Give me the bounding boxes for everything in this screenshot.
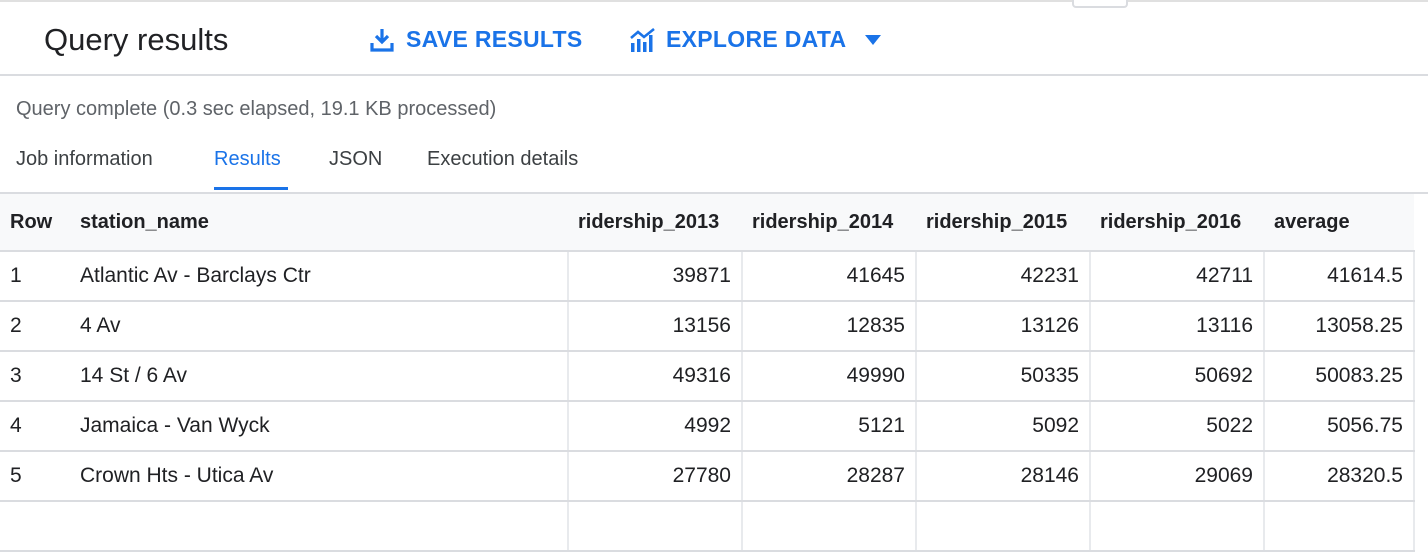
explore-data-button[interactable]: EXPLORE DATA: [630, 26, 882, 53]
tab-job-information[interactable]: Job information: [16, 148, 153, 170]
page-title: Query results: [44, 22, 229, 57]
ridership-cell[interactable]: 27780: [568, 451, 743, 502]
result-tabs: Job information Results JSON Execution d…: [0, 140, 1428, 192]
ridership-cell[interactable]: 13126: [916, 301, 1091, 352]
column-header[interactable]: ridership_2015: [916, 194, 1090, 252]
average-cell[interactable]: 50083.25: [1264, 351, 1415, 402]
average-cell[interactable]: 5056.75: [1264, 401, 1415, 452]
download-icon: [370, 27, 394, 53]
row-number: 1: [0, 251, 70, 302]
column-header[interactable]: station_name: [70, 194, 568, 252]
table-row: 4 Jamaica - Van Wyck 4992 5121 5092 5022…: [0, 401, 1415, 452]
save-results-button[interactable]: SAVE RESULTS: [370, 26, 583, 53]
column-header[interactable]: ridership_2013: [568, 194, 742, 252]
ridership-cell[interactable]: 39871: [568, 251, 743, 302]
column-header[interactable]: ridership_2016: [1090, 194, 1264, 252]
tabs-divider: [0, 192, 1428, 194]
ridership-cell[interactable]: 13156: [568, 301, 743, 352]
table-header-row: Row station_name ridership_2013 ridershi…: [0, 194, 1414, 252]
table-row: 5 Crown Hts - Utica Av 27780 28287 28146…: [0, 451, 1415, 502]
results-header: Query results SAVE RESULTS EXPLORE DATA: [0, 2, 1428, 76]
station-name-cell[interactable]: Atlantic Av - Barclays Ctr: [70, 251, 569, 302]
query-status: Query complete (0.3 sec elapsed, 19.1 KB…: [16, 98, 497, 120]
ridership-cell[interactable]: 42231: [916, 251, 1091, 302]
tab-json[interactable]: JSON: [329, 148, 383, 170]
row-number: 4: [0, 401, 70, 452]
row-number: 3: [0, 351, 70, 402]
station-name-cell[interactable]: Crown Hts - Utica Av: [70, 451, 569, 502]
explore-data-label: EXPLORE DATA: [666, 26, 847, 52]
station-name-cell[interactable]: Jamaica - Van Wyck: [70, 401, 569, 452]
top-divider: [0, 0, 1428, 2]
save-results-label: SAVE RESULTS: [406, 26, 583, 52]
ridership-cell[interactable]: 12835: [742, 301, 917, 352]
station-name-cell[interactable]: 4 Av: [70, 301, 569, 352]
column-header[interactable]: average: [1264, 194, 1414, 252]
table-row: 1 Atlantic Av - Barclays Ctr 39871 41645…: [0, 251, 1415, 302]
table-row: 3 14 St / 6 Av 49316 49990 50335 50692 5…: [0, 351, 1415, 402]
ridership-cell[interactable]: 4992: [568, 401, 743, 452]
column-header[interactable]: Row: [0, 194, 70, 252]
chart-icon: [630, 27, 656, 52]
row-number: 5: [0, 451, 70, 502]
active-tab-indicator: [214, 187, 288, 190]
average-cell[interactable]: 13058.25: [1264, 301, 1415, 352]
resize-handle[interactable]: [1072, 0, 1128, 8]
table-row: [0, 501, 1415, 552]
results-table: Row station_name ridership_2013 ridershi…: [0, 194, 1415, 552]
tab-results[interactable]: Results: [214, 148, 281, 170]
table-row: 2 4 Av 13156 12835 13126 13116 13058.25: [0, 301, 1415, 352]
ridership-cell[interactable]: 5121: [742, 401, 917, 452]
column-header[interactable]: ridership_2014: [742, 194, 916, 252]
average-cell[interactable]: 28320.5: [1264, 451, 1415, 502]
ridership-cell[interactable]: 41645: [742, 251, 917, 302]
ridership-cell[interactable]: 13116: [1090, 301, 1265, 352]
station-name-cell[interactable]: 14 St / 6 Av: [70, 351, 569, 402]
ridership-cell[interactable]: 28287: [742, 451, 917, 502]
ridership-cell[interactable]: 42711: [1090, 251, 1265, 302]
ridership-cell[interactable]: 49990: [742, 351, 917, 402]
ridership-cell[interactable]: 28146: [916, 451, 1091, 502]
ridership-cell[interactable]: 5022: [1090, 401, 1265, 452]
caret-down-icon[interactable]: [864, 34, 882, 46]
ridership-cell[interactable]: 49316: [568, 351, 743, 402]
average-cell[interactable]: 41614.5: [1264, 251, 1415, 302]
ridership-cell[interactable]: 29069: [1090, 451, 1265, 502]
ridership-cell[interactable]: 50335: [916, 351, 1091, 402]
tab-execution-details[interactable]: Execution details: [427, 148, 579, 170]
row-number: 2: [0, 301, 70, 352]
ridership-cell[interactable]: 50692: [1090, 351, 1265, 402]
ridership-cell[interactable]: 5092: [916, 401, 1091, 452]
